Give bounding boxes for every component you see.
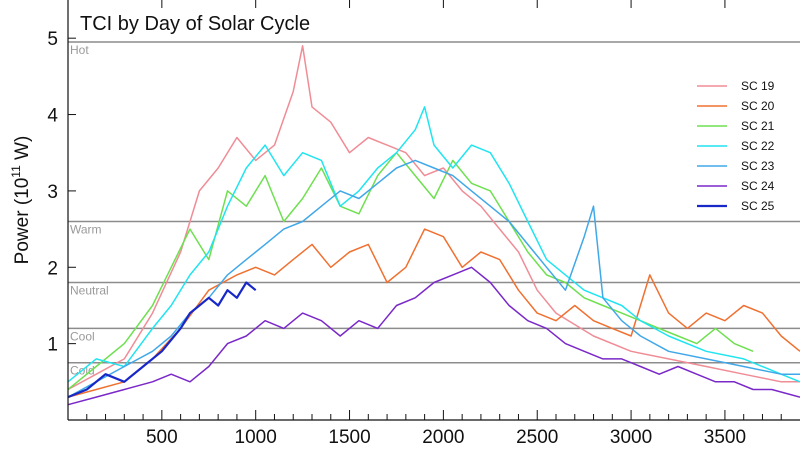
y-tick-label: 1	[47, 335, 58, 356]
series-line-sc-21	[67, 151, 754, 391]
legend-label: SC 20	[741, 99, 775, 113]
legend-label: SC 23	[741, 159, 775, 173]
y-axis-label-unit: W)	[12, 136, 33, 166]
x-tick-label: 3000	[610, 427, 652, 445]
y-axis-label: Power (1011 W)	[9, 136, 33, 265]
legend-label: SC 21	[741, 119, 775, 133]
y-tick-label: 5	[47, 29, 58, 50]
x-tick-label: 500	[146, 427, 178, 445]
series-lines	[67, 45, 800, 406]
series-line-sc-19	[67, 45, 800, 391]
x-tick-label: 1500	[328, 427, 370, 445]
series-line-sc-22	[67, 106, 800, 383]
y-tick-label: 3	[47, 182, 58, 203]
band-label-hot: Hot	[70, 43, 89, 57]
band-label-warm: Warm	[70, 222, 102, 236]
legend-label: SC 19	[741, 79, 775, 93]
series-line-sc-25	[67, 281, 257, 399]
y-tick-label: 4	[47, 106, 58, 127]
series-line-sc-20	[67, 228, 800, 398]
x-tick-label: 2000	[422, 427, 464, 445]
series-line-sc-23	[67, 159, 800, 398]
x-tick-label: 1000	[235, 427, 277, 445]
y-axis-label-exponent: 11	[9, 165, 23, 178]
series-line-sc-24	[67, 266, 800, 406]
y-tick-label: 2	[47, 258, 58, 279]
axes: 500 1000 1500 2000 2500 3000 3500 1 2 3 4 5	[47, 0, 800, 448]
legend-label: SC 25	[741, 199, 775, 213]
band-label-neutral: Neutral	[70, 284, 109, 298]
band-label-cool: Cool	[70, 329, 95, 343]
chart-title: TCI by Day of Solar Cycle	[80, 13, 310, 35]
legend-label: SC 24	[741, 179, 775, 193]
legend-label: SC 22	[741, 139, 775, 153]
legend: SC 19 SC 20 SC 21 SC 22 SC 23 SC 24 SC 25	[697, 79, 775, 213]
x-tick-label: 2500	[516, 427, 558, 445]
y-axis-label-main: Power (10	[12, 178, 33, 265]
x-tick-label: 3500	[704, 427, 746, 445]
